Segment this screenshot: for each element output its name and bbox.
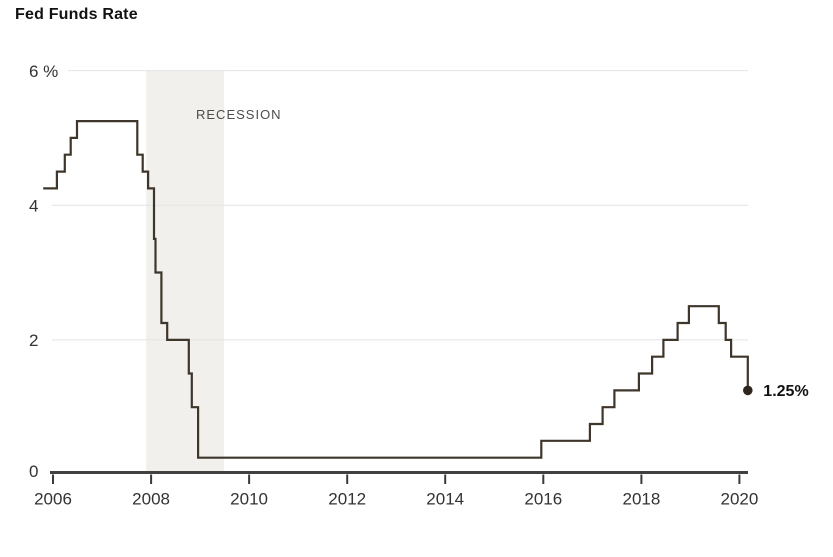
chart-title: Fed Funds Rate (15, 6, 138, 23)
recession-band (146, 70, 225, 471)
end-value-label: 1.25% (763, 383, 808, 400)
y-tick-label: 0 (29, 462, 38, 481)
x-tick-label: 2010 (230, 490, 268, 509)
y-tick-label: 6 % (29, 62, 58, 81)
x-tick-label: 2020 (720, 490, 758, 509)
y-tick-label: 2 (29, 331, 38, 350)
x-tick-label: 2006 (34, 490, 72, 509)
x-tick-label: 2018 (622, 490, 660, 509)
x-tick-label: 2008 (132, 490, 170, 509)
x-tick-label: 2014 (426, 490, 464, 509)
end-point-dot (743, 385, 753, 396)
x-tick-label: 2016 (524, 490, 562, 509)
recession-label: RECESSION (196, 107, 282, 122)
rate-step-line (43, 120, 749, 459)
y-tick-label: 4 (29, 196, 38, 215)
x-tick-label: 2012 (328, 490, 366, 509)
